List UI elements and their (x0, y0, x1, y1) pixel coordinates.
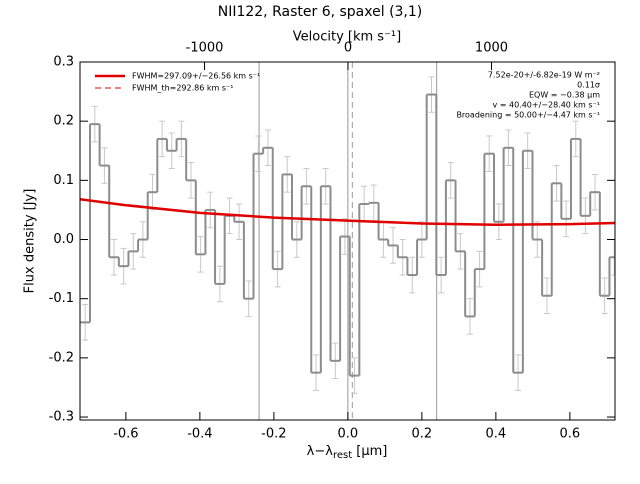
x2-tick-label: 1000 (475, 41, 508, 56)
x-tick-label: 0.2 (412, 427, 433, 442)
x-label-main: λ−λ (307, 444, 334, 459)
y-tick-label: -0.3 (49, 410, 74, 425)
x-tick-label: -0.2 (261, 427, 286, 442)
legend-label: FWHM=297.09+/−26.56 km s⁻¹ (132, 72, 260, 81)
x-axis-label: λ−λrest [μm] (307, 444, 388, 462)
fit-line (80, 198, 615, 226)
annotation: 7.52e-20+/-6.82e-19 W m⁻² (488, 71, 600, 80)
y-tick-label: 0.2 (53, 114, 74, 129)
x2-axis-label: Velocity [km s⁻¹] (293, 30, 401, 45)
x-tick-label: 0.0 (338, 427, 359, 442)
x-label-unit: [μm] (352, 444, 387, 459)
annotation: 0.11σ (577, 81, 600, 90)
x2-tick-label: 0 (344, 41, 352, 56)
y-tick-label: -0.2 (49, 350, 74, 365)
x2-tick-label: -1000 (186, 41, 224, 56)
x-label-sub: rest (333, 450, 352, 461)
x-tick-label: 0.6 (560, 427, 581, 442)
annotation: Broadening = 50.00+/−4.47 km s⁻¹ (456, 111, 600, 120)
x-tick-label: 0.4 (486, 427, 507, 442)
annotation: EQW = −0.38 μm (529, 91, 600, 100)
y-tick-label: -0.1 (49, 291, 74, 306)
x-tick-label: -0.4 (187, 427, 212, 442)
y-tick-label: 0.1 (53, 173, 74, 188)
chart-title: NII122, Raster 6, spaxel (3,1) (218, 4, 423, 20)
annotation: v = 40.40+/−28.40 km s⁻¹ (492, 101, 600, 110)
y-tick-label: 0.3 (53, 55, 74, 70)
legend-label: FWHM_th=292.86 km s⁻¹ (132, 84, 233, 93)
y-axis-label: Flux density [Jy] (23, 189, 38, 294)
plot-area (80, 62, 615, 420)
y-tick-label: 0.0 (53, 232, 74, 247)
x-tick-label: -0.6 (113, 427, 138, 442)
